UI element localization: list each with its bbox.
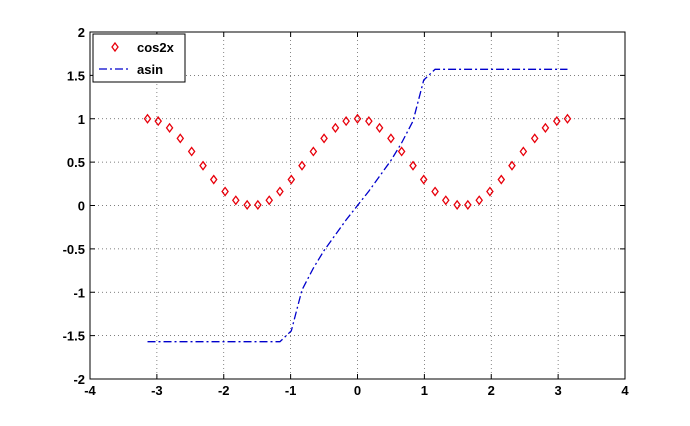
data-point — [276, 186, 284, 197]
y-tick-label: 0 — [78, 199, 85, 214]
data-point — [419, 174, 428, 185]
y-tick-label: -1.5 — [63, 329, 85, 344]
legend-marker — [111, 41, 119, 53]
data-point — [475, 195, 484, 206]
data-point — [409, 160, 417, 171]
legend-label: asin — [137, 62, 163, 77]
x-tick-label: -1 — [285, 383, 297, 398]
data-point — [309, 146, 318, 157]
data-point — [497, 174, 506, 185]
data-point — [165, 122, 174, 133]
y-tick-label: -0.5 — [63, 242, 85, 257]
x-tick-label: 4 — [621, 383, 629, 398]
data-point — [209, 174, 218, 185]
plot-frame — [89, 31, 626, 380]
x-tick-label: 1 — [421, 383, 428, 398]
data-point — [154, 116, 163, 127]
data-point — [243, 199, 251, 210]
data-point — [287, 174, 296, 185]
x-tick-label: -2 — [218, 383, 230, 398]
data-point — [563, 113, 572, 124]
data-point — [486, 186, 494, 197]
data-point — [199, 160, 207, 171]
y-tick-label: 1.5 — [67, 68, 85, 83]
data-point — [231, 195, 240, 206]
x-tick-label: 0 — [354, 383, 361, 398]
data-point — [143, 113, 152, 124]
data-point — [254, 199, 262, 210]
x-tick-label: -3 — [151, 383, 163, 398]
data-point — [331, 122, 340, 133]
x-tick-label: -4 — [84, 383, 96, 398]
data-point — [552, 116, 561, 127]
y-tick-label: 1 — [78, 112, 85, 127]
data-point — [375, 122, 384, 133]
data-point — [397, 146, 406, 157]
y-tick-label: -1 — [73, 285, 85, 300]
data-point — [453, 199, 461, 210]
y-tick-label: 2 — [78, 25, 85, 40]
data-point — [187, 146, 196, 157]
data-point — [431, 186, 439, 197]
y-tick-label: -2 — [73, 372, 85, 387]
data-point — [221, 186, 229, 197]
legend-box — [92, 33, 186, 83]
data-point — [265, 195, 274, 206]
data-point — [464, 199, 472, 210]
legend-label: cos2x — [137, 40, 175, 55]
x-tick-label: 2 — [488, 383, 495, 398]
data-point — [353, 113, 362, 124]
data-point — [530, 133, 539, 144]
data-point — [342, 116, 350, 127]
data-point — [387, 133, 395, 144]
data-point — [541, 122, 550, 133]
data-point — [508, 160, 516, 171]
data-point — [365, 116, 373, 127]
data-point — [176, 133, 185, 144]
y-tick-label: 0.5 — [67, 155, 85, 170]
data-point — [320, 133, 328, 144]
x-tick-label: 3 — [555, 383, 562, 398]
data-point — [298, 160, 306, 171]
data-line — [147, 68, 568, 343]
data-point — [519, 146, 528, 157]
data-point — [441, 195, 450, 206]
